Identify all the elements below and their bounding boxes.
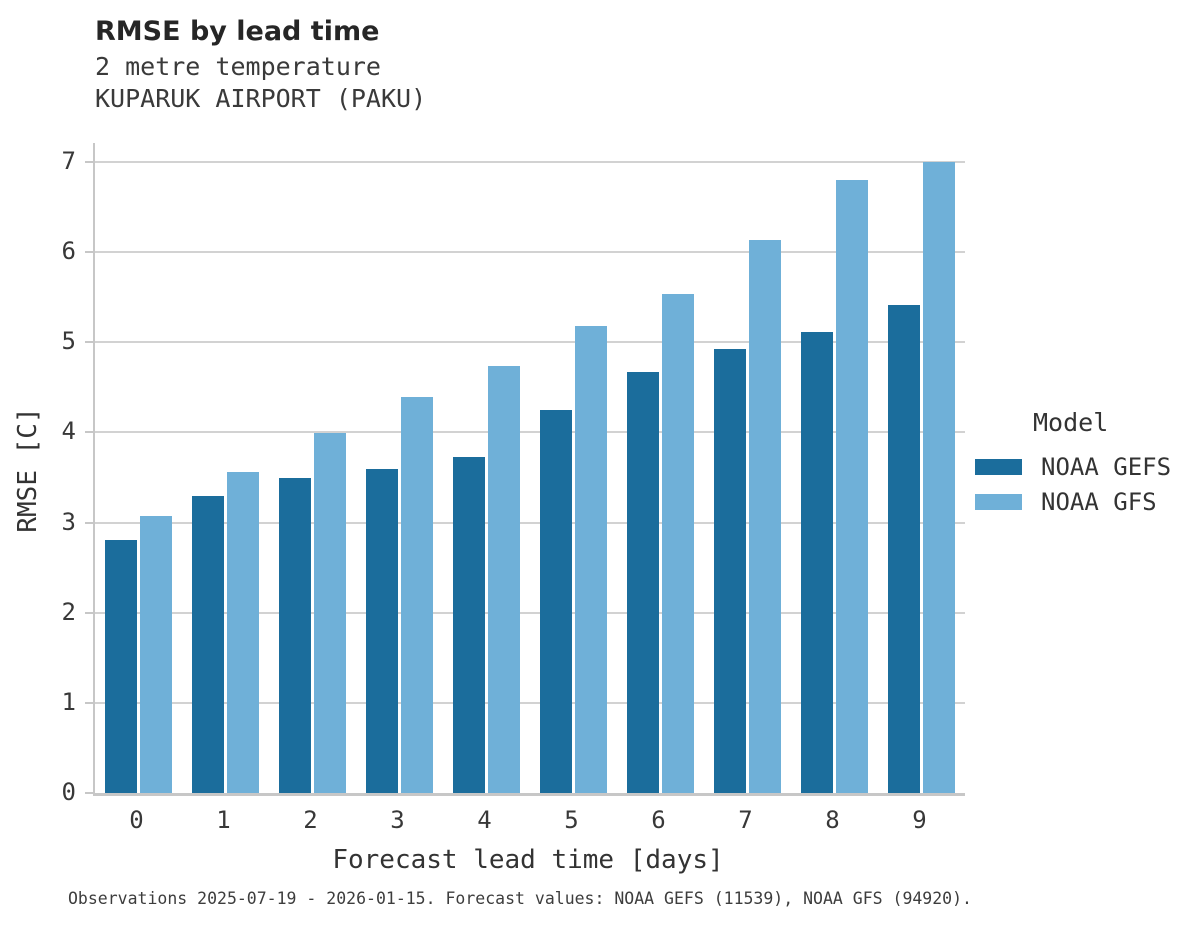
legend-row-noaa-gefs: NOAA GEFS xyxy=(975,449,1190,484)
x-axis-title: Forecast lead time [days] xyxy=(332,845,724,875)
x-tick-label-2: 2 xyxy=(303,806,318,834)
x-tick-label-5: 5 xyxy=(564,806,579,834)
y-tick-label-5: 5 xyxy=(61,327,76,356)
plot-area xyxy=(93,143,965,796)
x-tick-label-7: 7 xyxy=(738,806,753,834)
bar-noaa-gfs-lead-3 xyxy=(400,397,433,793)
y-tick-mark-4 xyxy=(85,431,93,434)
x-tick-label-0: 0 xyxy=(129,806,144,834)
bar-noaa-gefs-lead-2 xyxy=(279,477,312,793)
bar-noaa-gfs-lead-0 xyxy=(139,516,172,793)
legend-title: Model xyxy=(1033,408,1109,437)
gridline-y-6 xyxy=(95,251,965,254)
y-tick-label-4: 4 xyxy=(61,417,76,446)
y-tick-mark-0 xyxy=(85,792,93,794)
footer-caption: Observations 2025-07-19 - 2026-01-15. Fo… xyxy=(68,889,972,908)
bar-noaa-gfs-lead-8 xyxy=(835,180,868,793)
gridline-y-4 xyxy=(95,431,965,434)
bar-noaa-gfs-lead-4 xyxy=(487,365,520,793)
legend-label: NOAA GEFS xyxy=(1041,452,1172,481)
legend-swatch-icon xyxy=(975,493,1022,510)
bar-noaa-gefs-lead-6 xyxy=(627,372,660,793)
x-tick-label-4: 4 xyxy=(477,806,492,834)
y-tick-mark-5 xyxy=(85,341,93,344)
x-tick-label-3: 3 xyxy=(390,806,405,834)
bar-noaa-gefs-lead-7 xyxy=(714,348,747,793)
bar-noaa-gefs-lead-4 xyxy=(453,456,486,793)
bar-noaa-gefs-lead-5 xyxy=(540,409,573,793)
bar-noaa-gfs-lead-2 xyxy=(313,433,346,793)
y-tick-label-1: 1 xyxy=(61,687,76,716)
y-tick-mark-1 xyxy=(85,701,93,704)
gridline-y-7 xyxy=(95,161,965,163)
y-tick-label-3: 3 xyxy=(61,507,76,536)
legend-label: NOAA GFS xyxy=(1041,487,1157,516)
bar-noaa-gfs-lead-1 xyxy=(226,472,259,793)
bar-noaa-gfs-lead-7 xyxy=(748,240,781,793)
x-tick-label-1: 1 xyxy=(216,806,231,834)
y-tick-label-0: 0 xyxy=(61,778,76,806)
bar-noaa-gfs-lead-6 xyxy=(661,293,694,793)
x-tick-label-6: 6 xyxy=(651,806,666,834)
y-tick-mark-6 xyxy=(85,251,93,254)
bar-noaa-gefs-lead-0 xyxy=(105,539,138,793)
legend-row-noaa-gfs: NOAA GFS xyxy=(975,484,1190,519)
legend-swatch-icon xyxy=(975,458,1022,475)
bar-noaa-gefs-lead-8 xyxy=(801,332,834,793)
gridline-y-3 xyxy=(95,521,965,524)
chart-subtitle-station: KUPARUK AIRPORT (PAKU) xyxy=(95,84,427,113)
bar-noaa-gefs-lead-9 xyxy=(888,305,921,793)
gridline-y-1 xyxy=(95,701,965,704)
y-tick-mark-7 xyxy=(85,161,93,163)
y-tick-label-2: 2 xyxy=(61,597,76,626)
bar-noaa-gefs-lead-3 xyxy=(366,469,399,793)
x-axis-spine xyxy=(93,793,965,796)
chart-title: RMSE by lead time xyxy=(95,16,380,47)
y-axis-title: RMSE [C] xyxy=(13,407,43,533)
y-tick-label-7: 7 xyxy=(61,147,76,175)
x-tick-label-8: 8 xyxy=(825,806,840,834)
bar-noaa-gefs-lead-1 xyxy=(192,496,225,793)
y-tick-label-6: 6 xyxy=(61,237,76,266)
y-tick-mark-2 xyxy=(85,611,93,614)
gridline-y-5 xyxy=(95,341,965,344)
bar-noaa-gfs-lead-9 xyxy=(922,162,955,793)
x-tick-label-9: 9 xyxy=(912,806,927,834)
gridline-y-2 xyxy=(95,611,965,614)
y-tick-mark-3 xyxy=(85,521,93,524)
chart-subtitle-variable: 2 metre temperature xyxy=(95,52,381,81)
legend: Model NOAA GEFS NOAA GFS xyxy=(975,408,1190,519)
bar-noaa-gfs-lead-5 xyxy=(574,326,607,793)
